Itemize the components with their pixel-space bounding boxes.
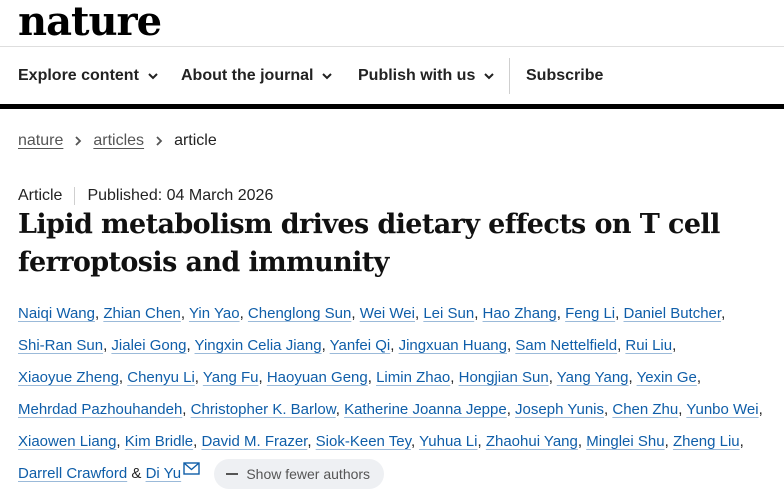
- author-link[interactable]: Jialei Gong: [111, 337, 187, 354]
- author-link[interactable]: Xiaoyue Zheng: [18, 369, 119, 386]
- author-link[interactable]: Minglei Shu: [586, 433, 665, 450]
- author-link[interactable]: Christopher K. Barlow: [190, 401, 336, 418]
- author-link[interactable]: Haoyuan Geng: [266, 369, 368, 386]
- breadcrumb-nature-link[interactable]: nature: [18, 132, 64, 149]
- header-divider: [0, 46, 784, 47]
- chevron-down-icon: [322, 73, 333, 80]
- author-link[interactable]: Naiqi Wang: [18, 305, 95, 322]
- author-link[interactable]: Chenyu Li: [127, 369, 195, 386]
- main-nav: Explore content About the journal Publis…: [0, 47, 784, 105]
- meta-divider: [74, 187, 76, 205]
- author-link[interactable]: Sam Nettelfield: [515, 337, 618, 354]
- author-link[interactable]: Limin Zhao: [376, 369, 451, 386]
- author-link[interactable]: Xiaowen Liang: [18, 433, 117, 450]
- author-link[interactable]: Chenglong Sun: [247, 305, 352, 322]
- chevron-right-icon: [156, 136, 163, 146]
- nav-explore-content[interactable]: Explore content: [18, 47, 159, 105]
- author-link[interactable]: Yunbo Wei: [686, 401, 759, 418]
- nature-logo[interactable]: nature: [18, 0, 162, 45]
- nav-subscribe[interactable]: Subscribe: [526, 47, 603, 105]
- author-link[interactable]: Hongjian Sun: [458, 369, 549, 386]
- author-link[interactable]: Hao Zhang: [482, 305, 557, 322]
- show-fewer-authors-label: Show fewer authors: [246, 466, 371, 483]
- author-list: Naiqi Wang, Zhian Chen, Yin Yao, Chenglo…: [18, 298, 778, 490]
- author-link[interactable]: Wei Wei: [359, 305, 415, 322]
- author-link[interactable]: Yang Yang: [556, 369, 629, 386]
- author-link[interactable]: Siok-Keen Tey: [315, 433, 412, 450]
- author-link[interactable]: Katherine Joanna Jeppe: [344, 401, 507, 418]
- article-title: Lipid metabolism drives dietary effects …: [18, 206, 738, 282]
- author-link[interactable]: Feng Li: [565, 305, 616, 322]
- author-link[interactable]: Kim Bridle: [124, 433, 194, 450]
- breadcrumb-current: article: [174, 132, 217, 149]
- article-title-line1: Lipid metabolism drives dietary effects …: [18, 209, 720, 240]
- breadcrumb: nature articles article: [18, 130, 217, 152]
- nav-separator: [509, 58, 510, 94]
- author-link[interactable]: Chen Zhu: [612, 401, 679, 418]
- minus-icon: [226, 473, 239, 476]
- article-title-line2: ferroptosis and immunity: [18, 247, 389, 278]
- author-link[interactable]: David M. Frazer: [201, 433, 308, 450]
- nav-about-journal[interactable]: About the journal: [181, 47, 333, 105]
- breadcrumb-articles-link[interactable]: articles: [93, 132, 145, 149]
- envelope-icon[interactable]: [183, 462, 200, 475]
- author-link[interactable]: Joseph Yunis: [515, 401, 605, 418]
- chevron-right-icon: [75, 136, 82, 146]
- nav-bottom-rule: [0, 104, 784, 109]
- author-link[interactable]: Zhaohui Yang: [485, 433, 578, 450]
- author-link[interactable]: Zheng Liu: [672, 433, 740, 450]
- author-link[interactable]: Yin Yao: [188, 305, 240, 322]
- author-link[interactable]: Zhian Chen: [103, 305, 181, 322]
- author-link[interactable]: Yingxin Celia Jiang: [194, 337, 322, 354]
- author-link[interactable]: Jingxuan Huang: [398, 337, 507, 354]
- author-conjunction: &: [131, 465, 142, 482]
- article-meta: Article Published: 04 March 2026: [18, 186, 273, 206]
- nav-explore-content-label: Explore content: [18, 67, 139, 84]
- chevron-down-icon: [148, 73, 158, 80]
- author-link[interactable]: Shi-Ran Sun: [18, 337, 104, 354]
- author-link[interactable]: Yexin Ge: [636, 369, 697, 386]
- nav-subscribe-label: Subscribe: [526, 67, 604, 84]
- author-link[interactable]: Rui Liu: [625, 337, 673, 354]
- nav-publish-with-us[interactable]: Publish with us: [358, 47, 495, 105]
- author-link[interactable]: Yang Fu: [202, 369, 259, 386]
- article-type: Article: [18, 187, 63, 204]
- author-link[interactable]: Lei Sun: [423, 305, 475, 322]
- author-link[interactable]: Daniel Butcher: [623, 305, 722, 322]
- show-fewer-authors-button[interactable]: Show fewer authors: [214, 459, 385, 490]
- author-link[interactable]: Yanfei Qi: [329, 337, 391, 354]
- nav-about-journal-label: About the journal: [181, 67, 314, 84]
- author-link[interactable]: Darrell Crawford: [18, 465, 128, 482]
- author-link[interactable]: Di Yu: [145, 465, 182, 482]
- author-link[interactable]: Yuhua Li: [419, 433, 478, 450]
- chevron-down-icon: [484, 73, 495, 80]
- published-date: Published: 04 March 2026: [87, 187, 274, 204]
- nav-publish-with-us-label: Publish with us: [358, 67, 476, 84]
- author-link[interactable]: Mehrdad Pazhouhandeh: [18, 401, 183, 418]
